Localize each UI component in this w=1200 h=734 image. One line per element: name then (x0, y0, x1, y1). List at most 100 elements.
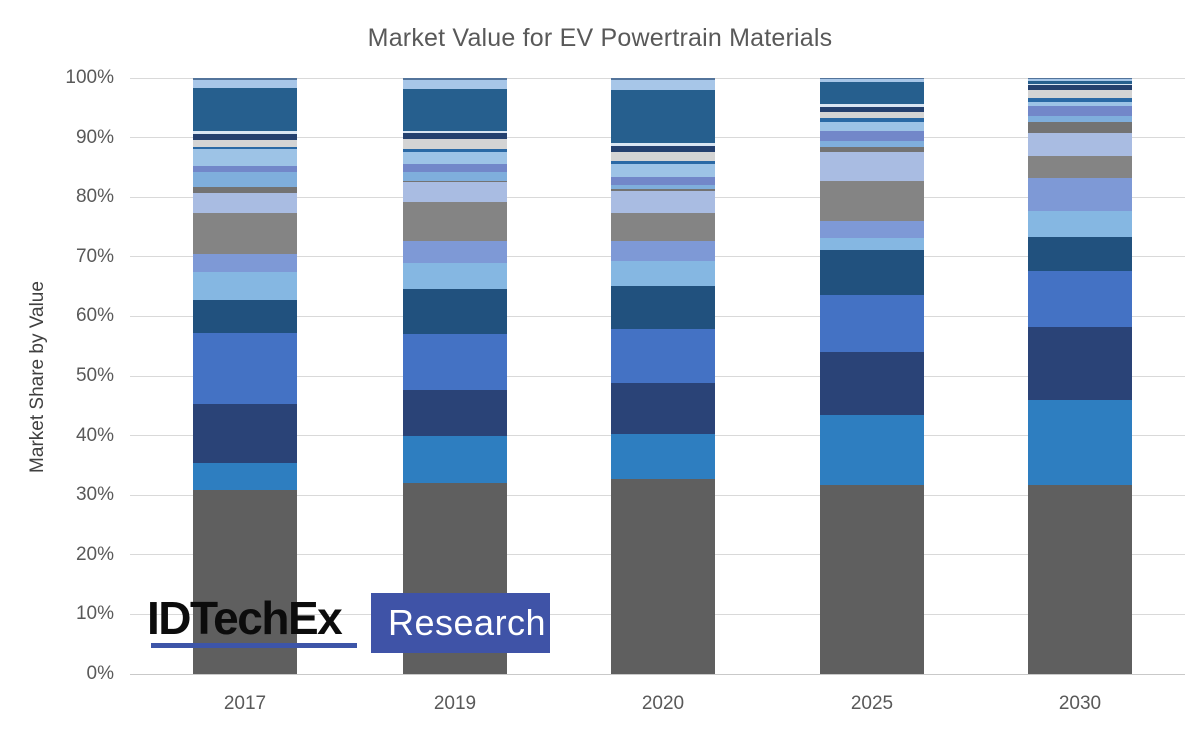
bar-segment-2020-blue-periwinkle (611, 176, 715, 185)
bar-2030 (1028, 78, 1132, 674)
bar-segment-2020-navy-dark (611, 146, 715, 153)
bar-segment-2025-blue-light-pale (820, 78, 924, 82)
plot-area (130, 77, 1185, 675)
bar-segment-2020-blue-bright (611, 329, 715, 384)
bar-segment-2019-blue-soft (403, 172, 507, 181)
bar-segment-2030-periwinkle-medium (1028, 177, 1132, 211)
bar-segment-2025-slate-top (820, 78, 924, 79)
bar-segment-2017-blue-deep (193, 87, 297, 132)
bar-segment-2017-blue-bright (193, 333, 297, 404)
bar-segment-2020-slate-top (611, 78, 715, 80)
bar-segment-2025-blue-dark (820, 249, 924, 296)
bar-segment-2020-periwinkle-light (611, 191, 715, 214)
bar-segment-2017-slate-top (193, 78, 297, 80)
bar-segment-2030-blue-dark (1028, 236, 1132, 271)
bar-segment-2020-blue-pale (611, 143, 715, 147)
idtechex-research-badge: Research (371, 593, 550, 653)
bar-segment-2020-blue-dark (611, 285, 715, 330)
bar-segment-2030-blue-light-pale (1028, 78, 1132, 82)
bar-segment-2019-blue-dark (403, 289, 507, 334)
bar-segment-2025-blue-bright (820, 295, 924, 353)
bar-segment-2025-gray-medium (820, 180, 924, 221)
bar-segment-2020-steel-blue (611, 160, 715, 165)
bar-segment-2019-blue-bright (403, 333, 507, 391)
bar-segment-2020-silver (611, 152, 715, 161)
y-tick-label-50: 50% (75, 365, 114, 386)
bar-segment-2025-periwinkle-medium (820, 220, 924, 238)
bar-segment-2030-blue-bright (1028, 270, 1132, 328)
bar-segment-2030-blue-medium (1028, 400, 1132, 486)
bar-segment-2020-gray-dark (611, 189, 715, 192)
y-tick-label-30: 30% (75, 484, 114, 506)
bar-segment-2030-blue-sky (1028, 210, 1132, 237)
bar-segment-2030-navy-blue (1028, 327, 1132, 401)
bar-segment-2017-blue-soft (193, 172, 297, 188)
bar-segment-2025-blue-sky (820, 237, 924, 250)
bar-segment-2025-dark-gray-base (820, 484, 924, 674)
bar-segment-2030-navy-dark (1028, 84, 1132, 90)
bar-segment-2017-blue-dark (193, 300, 297, 334)
bar-segment-2030-blue-deep (1028, 81, 1132, 85)
x-tick-label-2017: 2017 (223, 693, 267, 714)
bar-segment-2017-navy-dark (193, 133, 297, 141)
bar-segment-2020-blue-deep (611, 89, 715, 144)
bar-segment-2017-periwinkle-medium (193, 253, 297, 272)
bar-segment-2019-gray-dark (403, 180, 507, 183)
bar-segment-2030-blue-light (1028, 102, 1132, 107)
bar-segment-2020-gray-medium (611, 213, 715, 241)
x-tick-label-2020: 2020 (641, 693, 685, 714)
bar-segment-2030-gray-medium (1028, 156, 1132, 178)
x-tick-label-2025: 2025 (850, 693, 894, 714)
y-tick-label-90: 90% (75, 126, 114, 148)
bar-segment-2025-blue-pale (820, 104, 924, 108)
bar-segment-2020-blue-sky (611, 260, 715, 286)
bar-segment-2017-periwinkle-light (193, 193, 297, 214)
y-tick-label-20: 20% (75, 543, 114, 565)
bar-segment-2025-navy-dark (820, 107, 924, 112)
bar-segment-2019-blue-light (403, 152, 507, 165)
bar-2020 (611, 78, 715, 674)
bar-segment-2019-silver (403, 139, 507, 149)
bar-segment-2017-blue-pale (193, 131, 297, 134)
bar-segment-2025-navy-blue (820, 352, 924, 415)
bar-segment-2017-gray-dark (193, 187, 297, 194)
bar-segment-2017-blue-light-pale (193, 79, 297, 88)
bar-segment-2019-blue-pale (403, 130, 507, 133)
x-tick-label-2019: 2019 (433, 693, 477, 714)
bar-segment-2020-blue-light-pale (611, 79, 715, 90)
bar-segment-2030-blue-periwinkle (1028, 106, 1132, 116)
idtechex-logo-underline (151, 643, 357, 648)
bar-segment-2025-steel-blue (820, 117, 924, 122)
bar-segment-2025-blue-deep (820, 81, 924, 105)
bar-segment-2019-blue-sky (403, 262, 507, 290)
bar-segment-2019-blue-medium (403, 435, 507, 483)
y-tick-label-80: 80% (75, 186, 114, 208)
bar-segment-2025-blue-soft (820, 140, 924, 147)
idtechex-research-label: Research (388, 602, 547, 643)
bar-segment-2025-silver (820, 111, 924, 118)
bar-segment-2017-navy-blue (193, 403, 297, 464)
bar-segment-2019-slate-top (403, 78, 507, 80)
bar-segment-2025-blue-medium (820, 414, 924, 485)
y-tick-label-10: 10% (75, 603, 114, 625)
y-tick-label-60: 60% (75, 305, 114, 327)
bar-segment-2020-dark-gray-base (611, 478, 715, 674)
bar-segment-2025-blue-light (820, 121, 924, 131)
y-tick-label-100: 100% (65, 67, 114, 88)
bar-segment-2019-blue-periwinkle (403, 164, 507, 173)
bar-segment-2017-gray-medium (193, 213, 297, 254)
bar-segment-2020-blue-medium (611, 433, 715, 479)
bar-segment-2019-gray-medium (403, 202, 507, 241)
bar-segment-2019-navy-blue (403, 390, 507, 436)
bar-2019 (403, 78, 507, 674)
bar-segment-2017-steel-blue (193, 147, 297, 149)
bar-segment-2030-blue-pale (1028, 84, 1132, 85)
bar-segment-2019-periwinkle-medium (403, 240, 507, 263)
y-tick-label-70: 70% (75, 245, 114, 267)
x-tick-label-2030: 2030 (1058, 693, 1102, 714)
bar-segment-2017-blue-sky (193, 271, 297, 301)
bar-segment-2019-periwinkle-light (403, 182, 507, 203)
bar-segment-2030-steel-blue (1028, 98, 1132, 103)
bar-segment-2019-navy-dark (403, 132, 507, 140)
